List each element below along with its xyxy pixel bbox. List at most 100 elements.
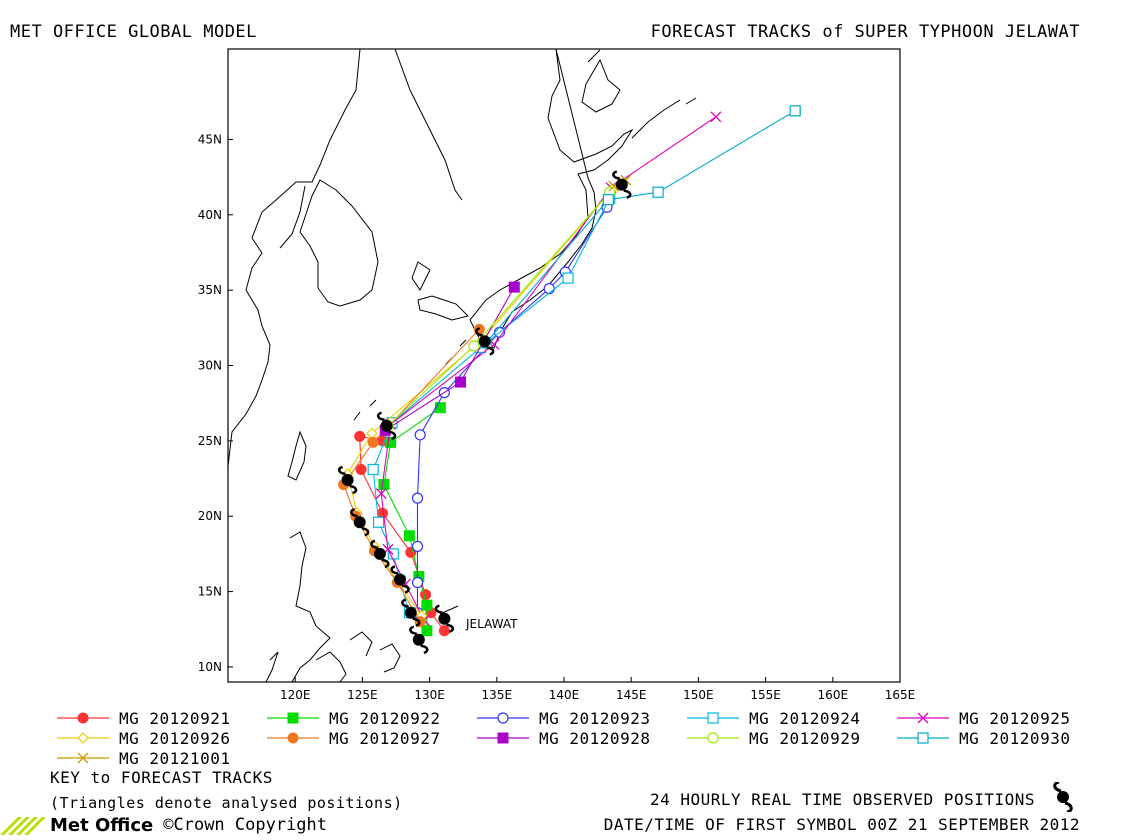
track-point — [434, 402, 446, 414]
legend-swatch — [57, 732, 109, 744]
track-point — [411, 540, 424, 552]
legend-marker — [497, 732, 509, 744]
first-symbol-date: DATE/TIME OF FIRST SYMBOL 00Z 21 SEPTEMB… — [603, 815, 1080, 834]
track-point — [652, 186, 664, 198]
track-point — [438, 625, 450, 637]
track-point — [375, 488, 387, 500]
legend-swatch — [477, 712, 529, 724]
coastline-ryukyu — [353, 339, 467, 421]
track-point — [789, 105, 801, 117]
lon-tick-label: 130E — [414, 688, 445, 702]
logo-name: Met Office — [50, 814, 154, 836]
legend-swatch — [477, 732, 529, 744]
coastline-mainland — [228, 49, 463, 467]
track-point — [354, 430, 366, 442]
legend-marker — [497, 712, 509, 724]
track-point — [372, 516, 385, 528]
legend-marker — [917, 732, 929, 744]
axis-ticks: 120E 125E 130E 135E 140E 145E 150E 155E 160E 165E… — [198, 132, 916, 702]
track-point — [367, 463, 379, 476]
observed-position — [434, 604, 455, 633]
legend-swatch — [897, 712, 949, 724]
legend-label: MG 20121001 — [119, 748, 231, 768]
legend-entry-t4: MG 20120924 — [685, 708, 860, 728]
storm-label: JELAWAT — [465, 617, 518, 631]
observed-position — [401, 598, 421, 627]
lat-tick-label: 15N — [198, 585, 222, 599]
observed-position — [337, 465, 358, 495]
legend-label: MG 20120928 — [539, 728, 651, 748]
legend-marker — [287, 732, 299, 744]
coastline-taiwan — [287, 430, 307, 481]
forecast-tracks — [338, 105, 801, 637]
track-point — [543, 283, 555, 295]
legend-entry-t10: MG 20120930 — [895, 728, 1070, 748]
track-line — [416, 207, 608, 613]
track-point — [385, 436, 397, 448]
legend-label: MG 20120922 — [329, 708, 441, 728]
legend-label: MG 20120923 — [539, 708, 651, 728]
legend-swatch — [57, 752, 109, 764]
met-office-logo: Met Office ©Crown Copyright — [0, 812, 327, 838]
legend-label: MG 20120929 — [749, 728, 861, 748]
track-point — [367, 436, 379, 448]
lon-tick-label: 120E — [280, 688, 311, 702]
legend-label: MG 20120921 — [119, 708, 231, 728]
observed-position — [475, 327, 495, 356]
coastline-philippines — [265, 531, 401, 682]
observed-positions — [337, 170, 632, 655]
lon-tick-label: 160E — [818, 688, 849, 702]
model-title: MET OFFICE GLOBAL MODEL — [10, 22, 257, 42]
track-point — [403, 530, 415, 542]
legend-label: MG 20120930 — [959, 728, 1071, 748]
lon-tick-label: 165E — [885, 688, 916, 702]
observed-position — [376, 411, 397, 441]
observed-position — [409, 625, 429, 655]
met-office-logo-icon — [0, 817, 46, 835]
track-t10 — [480, 105, 801, 349]
legend-label: MG 20120927 — [329, 728, 441, 748]
lon-tick-label: 135E — [482, 688, 513, 702]
coastline-japan — [411, 49, 634, 349]
lat-tick-label: 10N — [198, 660, 222, 674]
legend-entry-t8: MG 20120928 — [475, 728, 650, 748]
observed-position — [370, 539, 390, 569]
legend-marker — [77, 712, 89, 724]
legend-marker — [77, 752, 89, 764]
legend-marker — [707, 732, 719, 744]
legend-entry-t6: MG 20120926 — [55, 728, 230, 748]
legend-swatch — [897, 732, 949, 744]
track-line — [380, 116, 717, 621]
legend-swatch — [267, 712, 319, 724]
track-t2 — [378, 402, 446, 637]
legend-label: MG 20120924 — [749, 708, 861, 728]
lat-tick-label: 45N — [198, 132, 222, 146]
lat-tick-label: 25N — [198, 434, 222, 448]
legend-entry-t9: MG 20120929 — [685, 728, 860, 748]
forecast-map: 120E 125E 130E 135E 140E 145E 150E 155E 160E 165E… — [198, 48, 916, 702]
legend-marker — [287, 712, 299, 724]
legend-marker — [77, 732, 89, 744]
legend-swatch — [267, 732, 319, 744]
legend-entry-t1: MG 20120921 — [55, 708, 230, 728]
lon-tick-label: 125E — [347, 688, 378, 702]
legend-entry-t7: MG 20120927 — [265, 728, 440, 748]
track-point — [378, 479, 390, 491]
track-point — [414, 429, 426, 441]
legend-entry-t2: MG 20120922 — [265, 708, 440, 728]
observed-position — [612, 170, 632, 199]
chart-title: FORECAST TRACKS of SUPER TYPHOON JELAWAT — [650, 22, 1080, 42]
track-point — [468, 340, 480, 352]
lat-tick-label: 35N — [198, 283, 222, 297]
observed-position — [390, 565, 410, 594]
observed-positions-label: 24 HOURLY REAL TIME OBSERVED POSITIONS — [649, 790, 1035, 809]
track-point — [455, 376, 467, 388]
legend-marker — [917, 712, 929, 724]
lon-tick-label: 150E — [683, 688, 714, 702]
track-point — [411, 576, 424, 589]
track-point — [562, 272, 574, 284]
legend-entry-t11: MG 20121001 — [55, 748, 230, 768]
track-line — [347, 188, 613, 617]
legend-swatch — [687, 712, 739, 724]
lat-tick-label: 30N — [198, 359, 222, 373]
